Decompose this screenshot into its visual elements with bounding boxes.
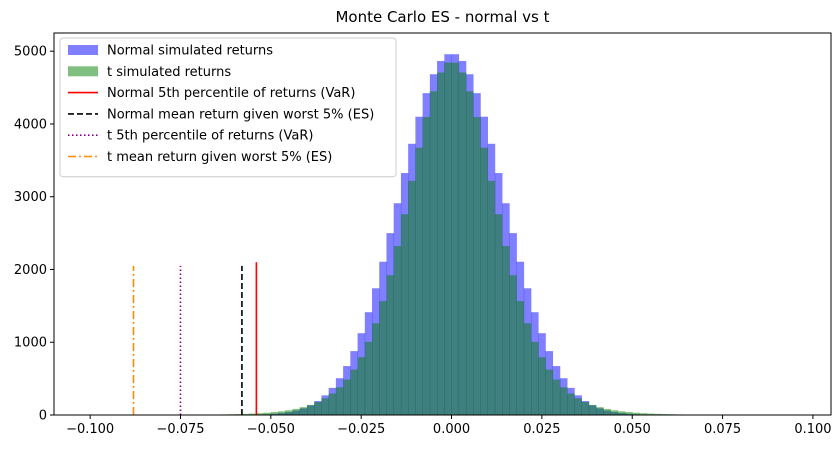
plot-area	[53, 32, 832, 416]
y-tick-label: 2000	[14, 263, 47, 278]
legend-entry: t mean return given worst 5% (ES)	[68, 150, 332, 165]
histogram-bar	[545, 369, 554, 415]
histogram-bar	[357, 357, 366, 415]
y-tick-label: 1000	[14, 336, 47, 351]
y-tick-label: 3000	[14, 190, 47, 205]
histogram-bar	[451, 62, 460, 415]
histogram-bar	[249, 413, 257, 415]
histogram-bar	[444, 62, 452, 415]
histogram-bar	[588, 404, 597, 415]
x-axis: −0.100 −0.075 −0.050 −0.025 0.000 0.025 0.050 0…	[66, 415, 832, 437]
histogram-bar	[299, 407, 308, 415]
legend-entry: t simulated returns	[68, 65, 231, 80]
histogram-bar	[494, 214, 503, 415]
y-tick-label: 0	[39, 409, 47, 424]
histogram-bar	[473, 117, 481, 415]
x-tick-label: −0.050	[247, 422, 295, 437]
x-tick-label: 0.050	[614, 422, 651, 437]
legend-label: Normal simulated returns	[107, 44, 273, 59]
y-tick-label: 5000	[14, 45, 47, 60]
legend-label: t 5th percentile of returns (VaR)	[107, 129, 313, 144]
x-tick-label: 0.075	[704, 422, 741, 437]
x-tick-label: −0.100	[66, 422, 114, 437]
y-tick-label: 4000	[14, 117, 47, 132]
legend-entry: Normal simulated returns	[68, 44, 273, 59]
histogram-bar	[256, 413, 264, 415]
histogram-bar	[429, 91, 438, 415]
histogram-bar	[581, 402, 590, 415]
histogram-bar	[314, 402, 322, 415]
legend-entry: Normal mean return given worst 5% (ES)	[68, 107, 374, 122]
histogram-bar	[241, 413, 250, 415]
histogram-bar	[516, 301, 525, 415]
x-tick-label: 0.100	[794, 422, 831, 437]
histogram-bar	[559, 387, 568, 415]
legend-label: t simulated returns	[107, 65, 231, 80]
histogram-bar	[509, 275, 517, 415]
histogram-bar	[350, 369, 358, 415]
x-tick-label: 0.000	[433, 422, 470, 437]
histogram-bar	[386, 275, 395, 415]
legend-box	[59, 37, 397, 178]
histogram-bar	[408, 180, 416, 415]
legend-entry: Normal 5th percentile of returns (VaR)	[68, 86, 355, 101]
histogram-bar	[270, 412, 279, 415]
histogram-bar	[639, 413, 647, 415]
legend-label: Normal 5th percentile of returns (VaR)	[107, 86, 355, 101]
histogram-bar	[465, 91, 474, 415]
histogram-bar	[335, 387, 344, 415]
histogram-bar	[574, 398, 582, 415]
histogram-bar	[552, 379, 561, 415]
histogram-bar	[263, 412, 272, 415]
histogram-bar	[458, 72, 467, 415]
histogram-bar	[531, 341, 539, 415]
histogram-bar	[364, 341, 373, 415]
histogram-bar	[502, 246, 510, 415]
x-tick-label: 0.025	[523, 422, 560, 437]
histogram-bar	[523, 323, 532, 415]
legend: Normal simulated returns t simulated retu…	[59, 37, 397, 178]
histogram-bar	[603, 408, 611, 415]
histogram-bar	[596, 407, 604, 415]
histogram-bar	[328, 393, 337, 415]
histogram-bar	[372, 323, 380, 415]
histogram-bar	[422, 117, 431, 415]
histogram-bar	[379, 301, 387, 415]
histogram-bar	[306, 404, 315, 415]
legend-label: Normal mean return given worst 5% (ES)	[107, 107, 374, 122]
x-tick-label: −0.025	[337, 422, 385, 437]
legend-label: t mean return given worst 5% (ES)	[107, 150, 332, 165]
histogram-bar	[480, 147, 488, 415]
histogram-bar	[610, 410, 619, 415]
histogram-bar	[567, 393, 575, 415]
histogram-bar	[415, 147, 423, 415]
histogram-bar	[393, 246, 402, 415]
histogram-bar	[487, 180, 496, 415]
histogram-bar	[343, 379, 351, 415]
histogram-bar	[292, 408, 301, 415]
histogram-bar	[285, 410, 293, 415]
histogram-bar	[653, 413, 662, 415]
legend-swatch	[68, 45, 98, 55]
plot-frame	[53, 32, 832, 416]
legend-swatch	[68, 66, 98, 77]
histogram-bar	[437, 72, 445, 415]
y-axis: 0 1000 2000 3000 4000 5000	[14, 45, 54, 424]
histogram-bar	[538, 357, 546, 415]
series-t-bars	[191, 62, 713, 415]
histogram-bar	[632, 412, 640, 415]
histogram-bar	[646, 413, 655, 415]
histogram-bar	[321, 398, 329, 415]
legend-entry: t 5th percentile of returns (VaR)	[68, 129, 313, 144]
chart-title: Monte Carlo ES - normal vs t	[335, 8, 549, 26]
histogram-bar	[617, 411, 626, 415]
histogram-bar	[278, 411, 286, 415]
x-tick-label: −0.075	[156, 422, 204, 437]
histogram-bar	[625, 412, 633, 415]
histogram-bar	[400, 214, 409, 415]
